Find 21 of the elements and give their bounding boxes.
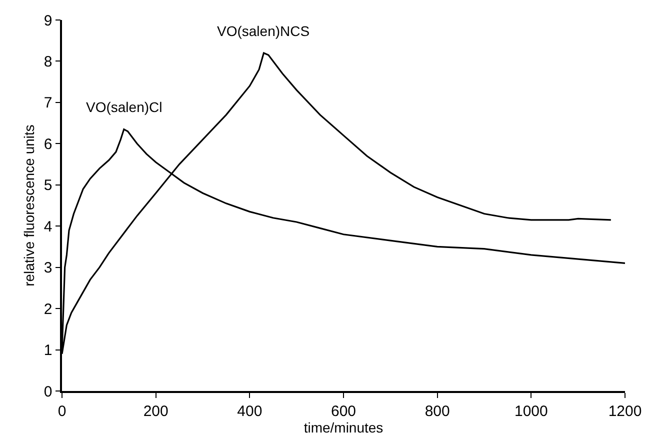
- y-tick-label: 4: [44, 218, 52, 236]
- x-tick-label: 1200: [608, 402, 642, 420]
- y-tick-label: 3: [44, 260, 52, 277]
- x-tick-label: 400: [237, 402, 262, 420]
- x-tick-label: 0: [58, 402, 66, 420]
- y-tick-label: 7: [44, 94, 52, 112]
- y-tick-label: 5: [44, 177, 52, 194]
- y-tick-label: 9: [44, 12, 52, 30]
- series-label: VO(salen)Cl: [86, 99, 162, 115]
- x-tick-label: 200: [143, 402, 168, 420]
- y-tick-label: 1: [44, 342, 52, 360]
- y-tick-label: 0: [44, 383, 52, 400]
- y-tick-label: 2: [44, 300, 52, 318]
- x-tick-label: 800: [424, 402, 450, 420]
- x-axis-title: time/minutes: [304, 420, 384, 436]
- x-tick-label: 1000: [514, 402, 548, 420]
- y-tick-label: 6: [44, 136, 52, 153]
- y-tick-label: 8: [44, 53, 52, 70]
- x-tick-label: 600: [330, 402, 356, 420]
- series-label: VO(salen)NCS: [217, 23, 310, 39]
- y-axis-title: relative fluorescence units: [21, 124, 38, 286]
